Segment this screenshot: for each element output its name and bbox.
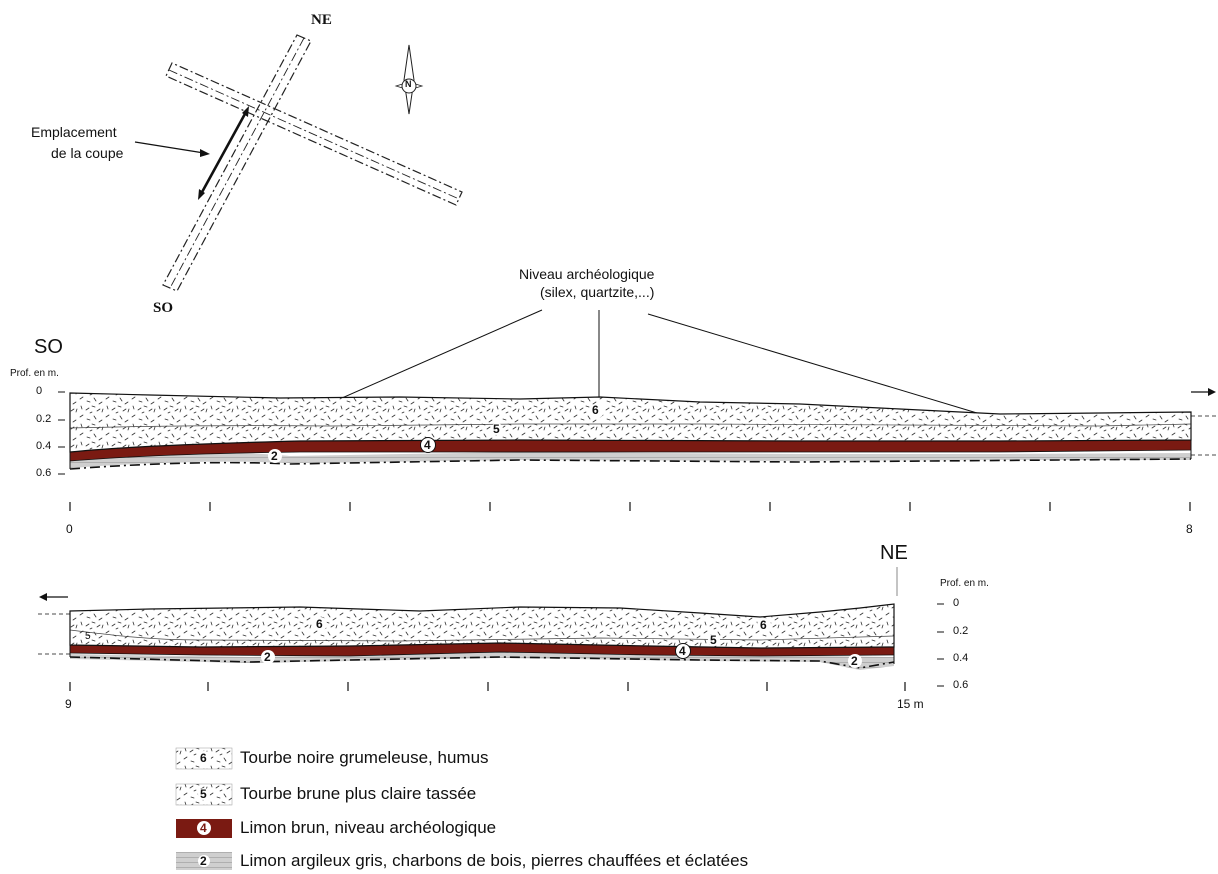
trench-ne-so	[162, 34, 312, 292]
trench-nw-se	[165, 62, 463, 206]
north-letter: N	[405, 79, 412, 89]
s2-layer-4-number: 4	[679, 644, 686, 658]
legend-text-6: Tourbe noire grumeleuse, humus	[240, 748, 489, 767]
legend-number-5: 5	[200, 787, 207, 801]
location-label-line1: Emplacement	[31, 124, 117, 140]
section-1-profile	[58, 388, 1218, 511]
legend-number-6: 6	[200, 751, 207, 765]
s2-layer-5a-number: 5	[85, 631, 91, 642]
legend-text-2: Limon argileux gris, charbons de bois, p…	[240, 851, 749, 870]
s2-x-end: 15 m	[897, 697, 924, 711]
s1-depth-tick-0: 0	[36, 385, 43, 397]
s2-scale-ticks	[69, 682, 906, 691]
location-map	[134, 34, 463, 292]
s2-depth-tick-1: 0.2	[953, 625, 969, 637]
s2-depth-tick-0: 0	[953, 597, 960, 609]
continue-left-arrow-icon	[39, 593, 68, 601]
s2-layer-6b-number: 6	[760, 618, 767, 632]
annotation-line1: Niveau archéologique	[519, 266, 655, 282]
legend-swatches	[175, 747, 233, 870]
s2-layer-2a-number: 2	[264, 650, 271, 664]
s1-depth-tick-3: 0.6	[36, 467, 52, 479]
s1-depth-tick-2: 0.4	[36, 440, 52, 452]
s2-depth-title: Prof. en m.	[940, 578, 989, 589]
location-label-line2: de la coupe	[51, 145, 124, 161]
s1-layer-6-5	[69, 392, 1192, 453]
map-so-label: SO	[153, 300, 174, 316]
annotation-line2: (silex, quartzite,...)	[540, 284, 655, 300]
location-pointer-arrow	[134, 141, 210, 157]
s2-end-label: NE	[880, 542, 908, 564]
s2-layer-6-5	[69, 603, 895, 649]
legend-text-5: Tourbe brune plus claire tassée	[240, 784, 477, 803]
s2-layer-2b-number: 2	[851, 654, 858, 668]
s2-layer-5b-number: 5	[710, 633, 717, 647]
s1-end-label: SO	[34, 336, 63, 358]
legend-text-4: Limon brun, niveau archéologique	[240, 818, 497, 837]
s1-layer-4-number: 4	[424, 438, 431, 452]
s1-scale-ticks	[69, 502, 1191, 511]
s1-layer-6-number: 6	[592, 403, 599, 417]
s2-depth-tick-3: 0.6	[953, 679, 969, 691]
s1-layer-5-number: 5	[493, 422, 500, 436]
s1-x-end: 8	[1186, 522, 1193, 536]
s2-depth-tick-2: 0.4	[953, 652, 969, 664]
legend-number-2: 2	[200, 854, 207, 868]
section-location-arrow	[198, 106, 249, 200]
s2-x-start: 9	[65, 697, 72, 711]
section-2-profile	[38, 567, 944, 691]
s1-depth-title: Prof. en m.	[10, 368, 59, 379]
s1-depth-tick-1: 0.2	[36, 413, 52, 425]
north-arrow-icon	[394, 44, 424, 115]
s1-layer-2-number: 2	[271, 449, 278, 463]
layer-badges	[261, 404, 862, 668]
s1-x-start: 0	[66, 522, 73, 536]
continue-right-arrow-icon	[1191, 388, 1216, 396]
legend-number-4: 4	[200, 821, 207, 835]
map-ne-label: NE	[311, 12, 332, 28]
s2-layer-6a-number: 6	[316, 617, 323, 631]
